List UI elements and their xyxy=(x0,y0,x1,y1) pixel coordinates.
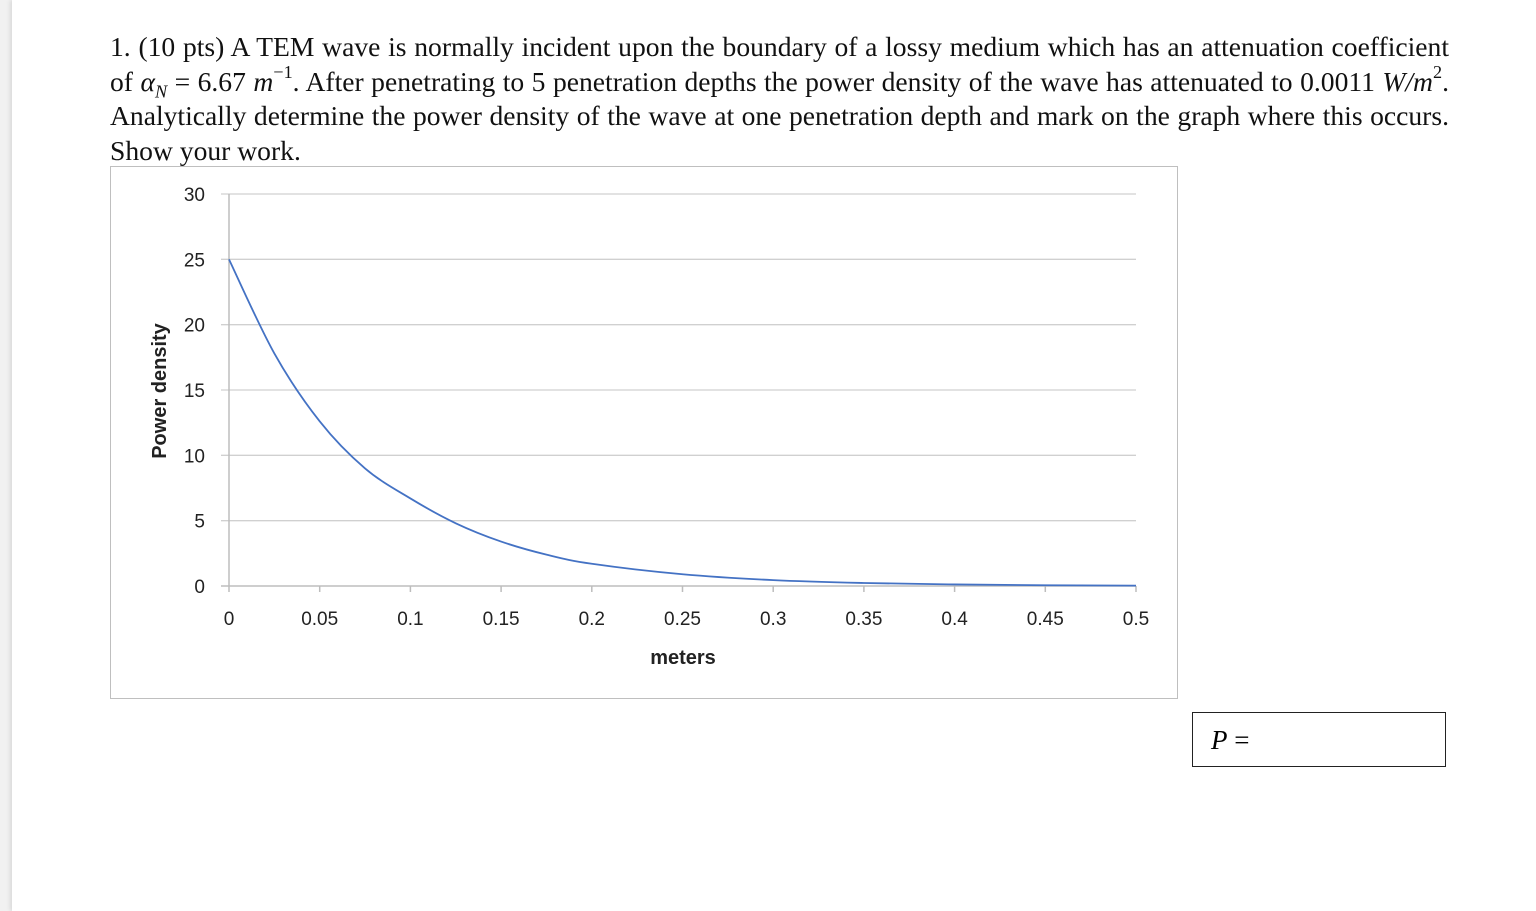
tick-labels: 0 5 10 15 20 25 30 0 0.05 0.1 0.15 0.2 0.25 0.3 0.35 0.… xyxy=(184,185,1149,630)
question-text: 1. (10 pts) A TEM wave is normally incid… xyxy=(110,30,1449,168)
x-tick-label: 0.4 xyxy=(941,609,968,630)
answer-box[interactable]: P = xyxy=(1192,712,1446,767)
y-tick-label: 10 xyxy=(184,446,205,467)
power-exponent: 2 xyxy=(1433,61,1443,82)
alpha-subscript: N xyxy=(154,81,168,102)
x-tick-label: 0.5 xyxy=(1123,609,1149,630)
y-axis-title: Power density xyxy=(149,322,171,458)
document-page: 1. (10 pts) A TEM wave is normally incid… xyxy=(12,0,1536,911)
power-unit: W/m xyxy=(1382,65,1433,97)
axes xyxy=(221,194,1137,592)
question-points: (10 pts) xyxy=(138,31,225,62)
question-text-part-3: . Analytically determine the power densi… xyxy=(110,65,1450,166)
x-tick-label: 0.3 xyxy=(760,609,786,630)
question-text-part-2: . After penetrating to 5 penetration dep… xyxy=(292,65,1293,97)
x-tick-label: 0 xyxy=(224,609,235,630)
y-tick-label: 5 xyxy=(194,512,205,533)
y-tick-label: 0 xyxy=(194,577,205,598)
y-tick-label: 15 xyxy=(184,381,205,402)
power-density-chart: 0 5 10 15 20 25 30 0 0.05 0.1 0.15 0.2 0.25 0.3 0.35 0.… xyxy=(149,185,1149,669)
x-tick-label: 0.15 xyxy=(483,609,520,630)
x-tick-label: 0.1 xyxy=(397,609,423,630)
x-axis-title: meters xyxy=(650,647,716,669)
alpha-exponent: −1 xyxy=(273,61,293,82)
answer-equals: = xyxy=(1234,725,1250,755)
question-number: 1. xyxy=(110,31,131,62)
x-tick-label: 0.05 xyxy=(301,609,338,630)
power-density-curve xyxy=(228,258,1137,587)
y-tick-label: 20 xyxy=(184,316,205,337)
y-tick-label: 30 xyxy=(184,185,205,206)
x-tick-label: 0.35 xyxy=(845,609,882,630)
question-text-part-1: A TEM wave is normally incident upon the… xyxy=(110,31,1449,97)
x-tick-label: 0.25 xyxy=(664,609,701,630)
gridlines xyxy=(221,193,1136,522)
alpha-symbol: α xyxy=(140,65,155,97)
series-layer xyxy=(228,258,1137,587)
x-tick-label: 0.2 xyxy=(579,609,605,630)
chart-frame: 0 5 10 15 20 25 30 0 0.05 0.1 0.15 0.2 0.25 0.3 0.35 0.… xyxy=(110,166,1178,699)
alpha-value: = 6.67 xyxy=(174,65,246,97)
x-tick-label: 0.45 xyxy=(1027,609,1064,630)
power-value: 0.0011 xyxy=(1300,65,1375,97)
answer-variable: P xyxy=(1211,725,1228,755)
alpha-unit: m xyxy=(253,65,274,97)
y-tick-label: 25 xyxy=(184,250,205,271)
